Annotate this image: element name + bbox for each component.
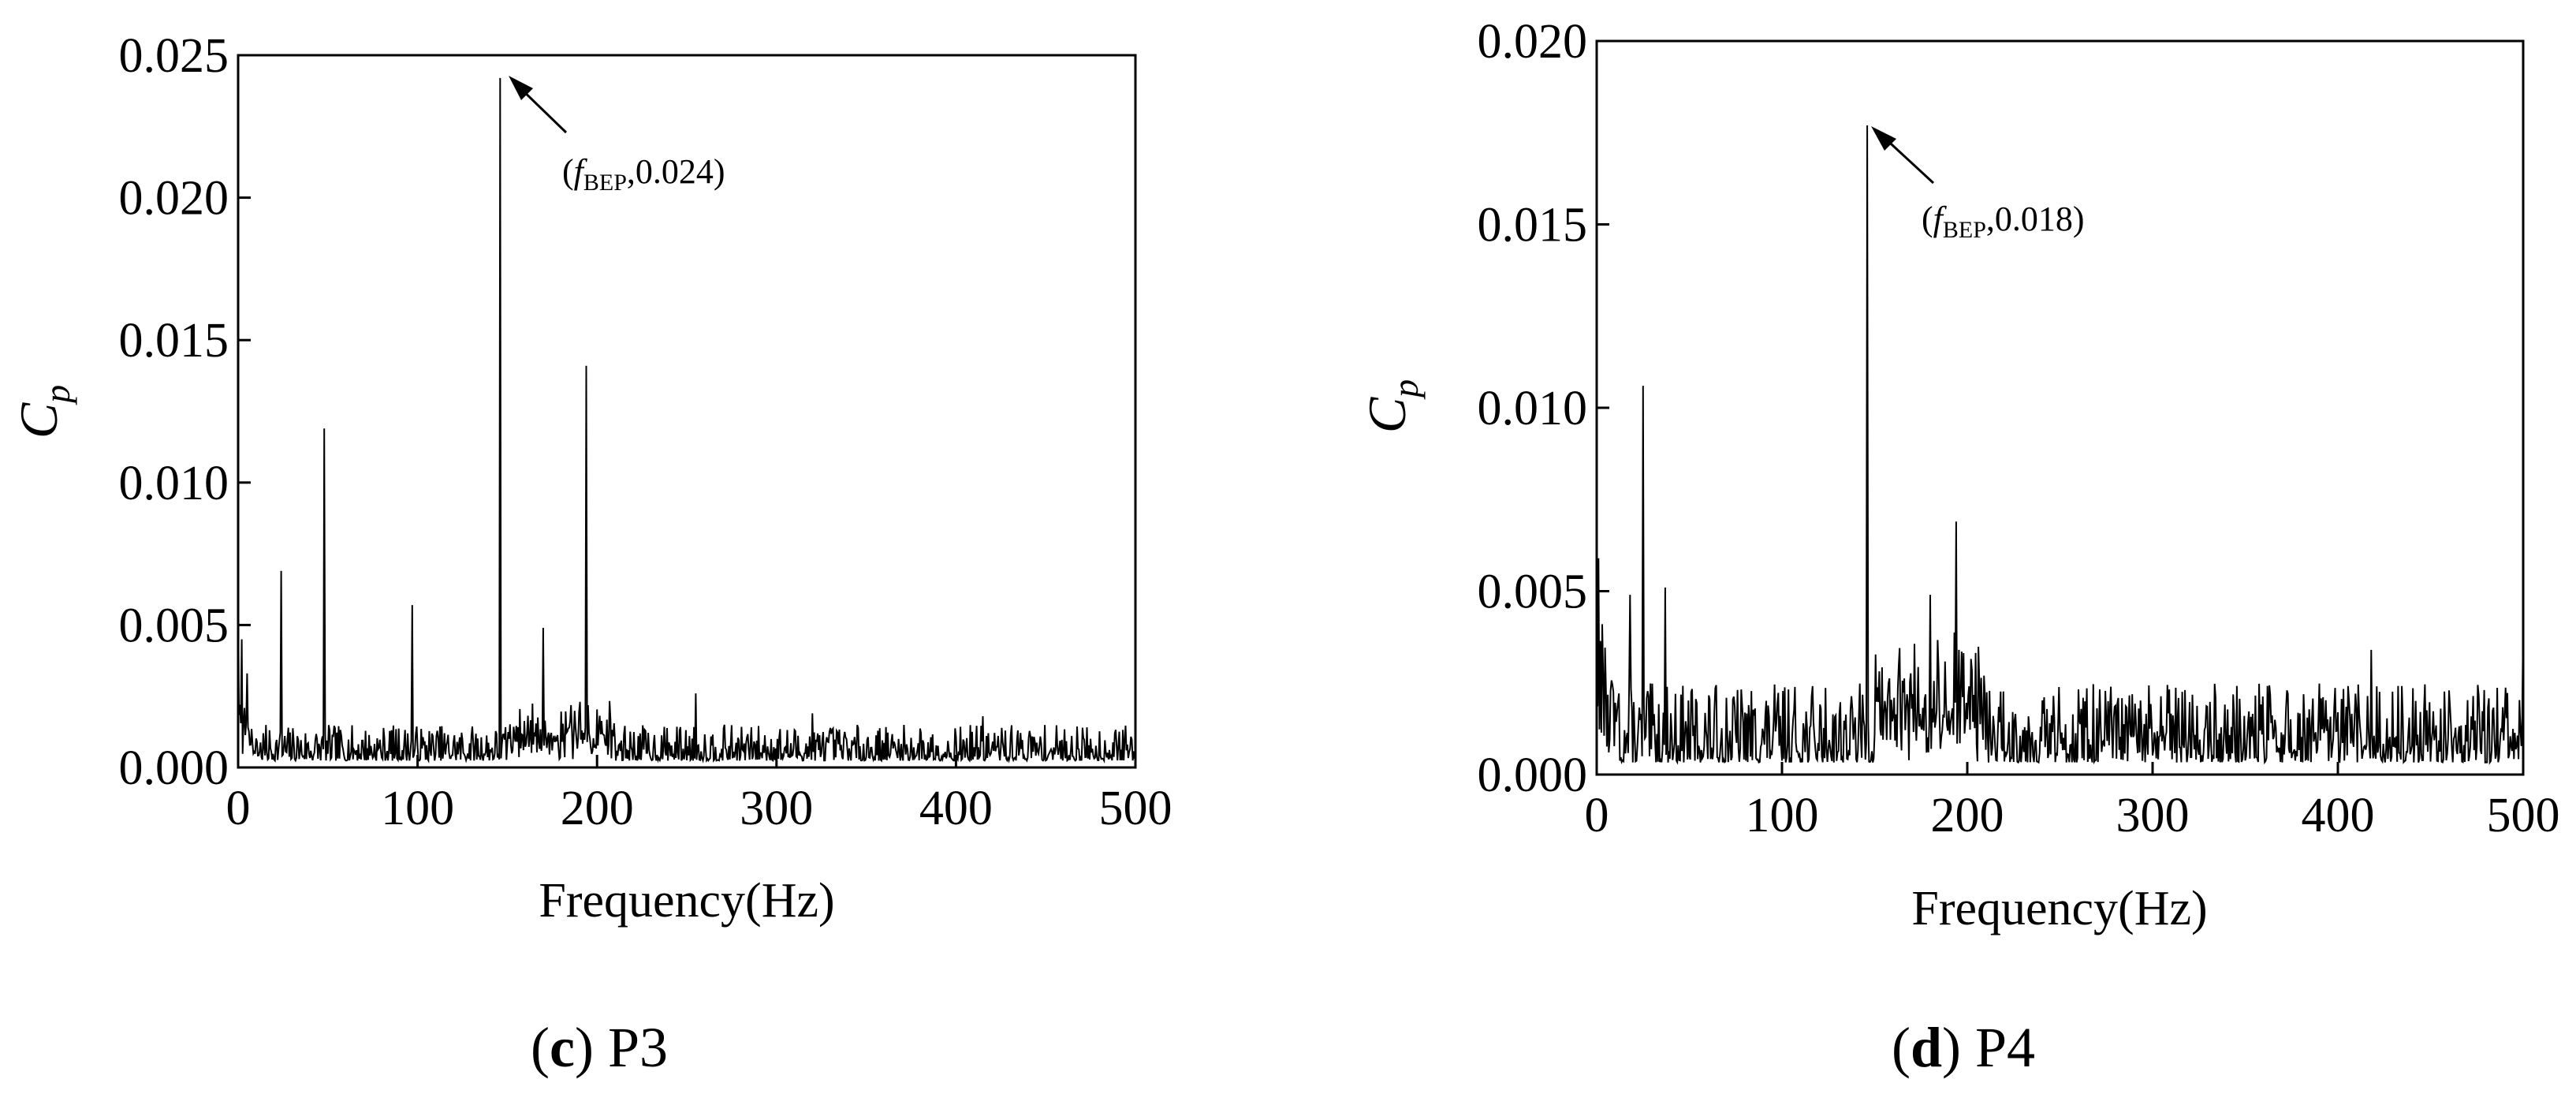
- panel-d-x-axis-title: Frequency(Hz): [1911, 882, 2207, 935]
- panel-d-y-axis-title: Cp: [1357, 379, 1426, 433]
- y-tick-label: 0.005: [119, 599, 229, 652]
- panel-c-x-ticks: 0 100 200 300 400 500: [226, 755, 1172, 835]
- x-tick-label: 0: [226, 782, 251, 835]
- panel-c-x-axis-title: Frequency(Hz): [539, 874, 834, 928]
- panel-d-plot-frame: [1595, 39, 2525, 776]
- spectrum-series-line: [237, 77, 1136, 764]
- panel-c-spectrum: [237, 77, 1136, 764]
- x-tick-label: 0: [1585, 789, 1609, 842]
- panel-c-annotation-label: (fBEP,0.024): [562, 152, 725, 196]
- y-tick-label: 0.020: [1478, 15, 1588, 69]
- y-tick-label: 0.015: [1478, 199, 1588, 252]
- x-tick-label: 200: [561, 782, 634, 835]
- panel-d-y-ticks: 0.000 0.005 0.010 0.015 0.020: [1478, 15, 1609, 802]
- x-tick-label: 100: [381, 782, 454, 835]
- x-tick-label: 500: [1099, 782, 1172, 835]
- panel-d-annotation-label: (fBEP,0.018): [1922, 200, 2085, 243]
- y-tick-label: 0.020: [119, 172, 229, 226]
- y-tick-label: 0.010: [1478, 382, 1588, 435]
- y-tick-label: 0.000: [119, 741, 229, 795]
- panel-c: 0.000 0.005 0.010 0.015 0.020 0.025 0 100 200 30…: [9, 29, 1172, 1079]
- x-tick-label: 300: [740, 782, 813, 835]
- panel-d-caption: (d) P4: [1892, 1016, 2035, 1079]
- x-tick-label: 400: [2302, 789, 2375, 842]
- panel-d: 0.000 0.005 0.010 0.015 0.020 0 100 200 300 400 5…: [1357, 15, 2560, 1079]
- spectrum-series-line: [1596, 125, 2524, 765]
- x-tick-label: 200: [1931, 789, 2004, 842]
- y-tick-label: 0.025: [119, 29, 229, 83]
- y-tick-label: 0.000: [1478, 749, 1588, 802]
- panel-c-y-axis-title: Cp: [9, 385, 77, 439]
- panel-c-annotation-arrowhead: [509, 76, 533, 100]
- panel-d-annotation-arrowhead: [1871, 126, 1896, 151]
- y-tick-label: 0.010: [119, 457, 229, 510]
- x-tick-label: 400: [919, 782, 993, 835]
- x-tick-label: 100: [1746, 789, 1819, 842]
- panel-c-y-ticks: 0.000 0.005 0.010 0.015 0.020 0.025: [119, 29, 251, 795]
- y-tick-label: 0.015: [119, 314, 229, 368]
- x-tick-label: 300: [2116, 789, 2190, 842]
- panel-c-caption: (c) P3: [531, 1016, 668, 1079]
- y-tick-label: 0.005: [1478, 566, 1588, 619]
- x-tick-label: 500: [2487, 789, 2560, 842]
- panel-c-plot-frame: [237, 54, 1137, 769]
- panel-d-x-ticks: 0 100 200 300 400 500: [1585, 762, 2560, 842]
- panel-d-spectrum: [1596, 125, 2524, 765]
